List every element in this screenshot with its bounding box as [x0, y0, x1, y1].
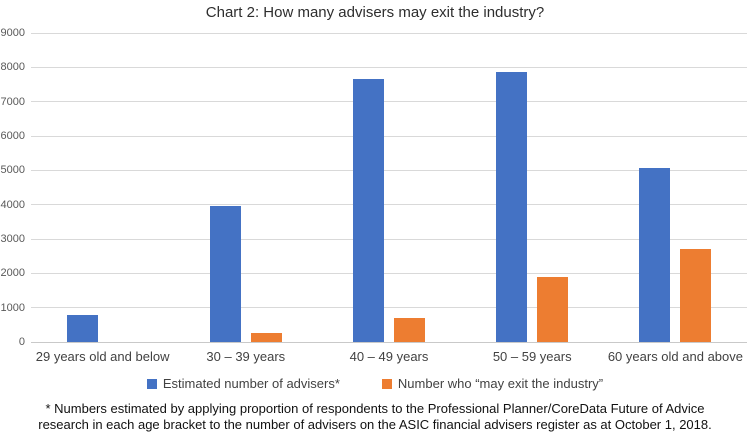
y-tick-label: 5000 [0, 164, 25, 177]
y-tick-label: 7000 [0, 95, 25, 108]
bar-may-exit [537, 276, 569, 342]
bar-group [317, 33, 460, 342]
bar-estimated-advisers [496, 72, 528, 342]
bar-estimated-advisers [209, 206, 241, 342]
gridline-2000 [31, 272, 747, 274]
y-tick-label: 8000 [0, 61, 25, 74]
gridline-4000 [31, 204, 747, 206]
x-category-label: 40 – 49 years [349, 349, 429, 364]
x-axis-labels: 29 years old and below 30 – 39 years 40 – … [31, 349, 747, 364]
bar-estimated-advisers [66, 314, 98, 342]
legend-item: Number who “may exit the industry” [381, 376, 604, 391]
bar-group [604, 33, 747, 342]
gridline-7000 [31, 101, 747, 103]
x-category-label: 29 years old and below [35, 349, 170, 364]
bar-group [31, 33, 174, 342]
y-tick-label: 1000 [0, 301, 25, 314]
gridline-5000 [31, 169, 747, 171]
y-tick-label: 4000 [0, 198, 25, 211]
legend: Estimated number of advisers* Number who … [0, 376, 750, 391]
legend-swatch-icon [381, 378, 392, 389]
chart-title: Chart 2: How many advisers may exit the … [205, 4, 545, 21]
x-category-label: 60 years old and above [607, 349, 743, 364]
legend-label: Estimated number of advisers* [162, 376, 340, 391]
y-tick-label: 2000 [0, 267, 25, 280]
bar-may-exit [250, 333, 282, 342]
y-tick-label: 0 [18, 336, 25, 348]
x-category-label: 30 – 39 years [206, 349, 286, 364]
footnote: * Numbers estimated by applying proporti… [38, 401, 712, 433]
gridline-1000 [31, 307, 747, 309]
y-tick-label: 6000 [0, 130, 25, 142]
y-tick-label: 9000 [0, 27, 25, 39]
y-tick-label: 3000 [0, 233, 25, 245]
gridline-8000 [31, 66, 747, 68]
legend-item: Estimated number of advisers* [146, 376, 340, 391]
bar-group [461, 33, 604, 342]
legend-swatch-icon [146, 378, 157, 389]
legend-label: Number who “may exit the industry” [397, 376, 604, 391]
plot-area [31, 32, 747, 343]
gridline-3000 [31, 238, 747, 240]
bar-estimated-advisers [639, 167, 671, 342]
x-category-label: 50 – 59 years [492, 349, 572, 364]
bar-may-exit [680, 249, 712, 342]
gridline-9000 [31, 32, 747, 34]
bar-group [174, 33, 317, 342]
gridline-6000 [31, 135, 747, 137]
bar-may-exit [393, 317, 425, 342]
bar-estimated-advisers [352, 79, 384, 342]
